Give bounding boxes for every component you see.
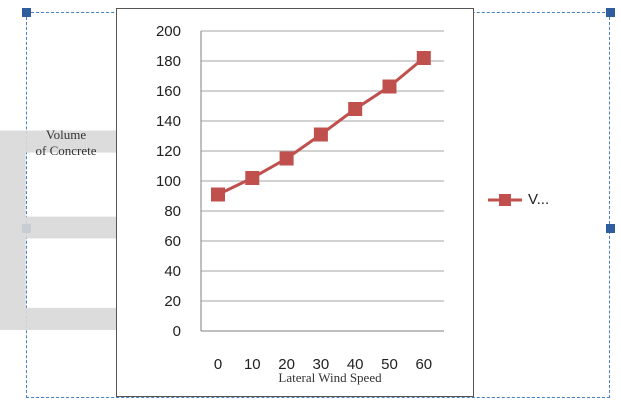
data-point-marker[interactable] xyxy=(245,171,260,185)
y-axis-label-line-2: of Concrete xyxy=(35,143,97,158)
x-tick-labels: 0 10 20 30 40 50 60 xyxy=(214,356,432,373)
x-tick-label: 40 xyxy=(347,356,364,373)
resize-handle-middle-right[interactable] xyxy=(606,224,615,233)
x-axis-label: Lateral Wind Speed xyxy=(278,370,382,385)
data-point-marker[interactable] xyxy=(313,127,328,142)
legend-label: V... xyxy=(528,191,550,208)
y-tick-label: 100 xyxy=(156,173,181,190)
data-point-marker[interactable] xyxy=(348,102,363,116)
resize-handle-top-right[interactable] xyxy=(606,8,615,17)
legend-marker-icon xyxy=(488,193,522,206)
x-tick-label: 0 xyxy=(214,356,222,373)
x-tick-label: 30 xyxy=(313,356,330,373)
y-tick-label: 60 xyxy=(164,233,181,250)
y-tick-label: 0 xyxy=(173,323,181,340)
legend[interactable]: V... xyxy=(486,191,549,208)
data-point-marker[interactable] xyxy=(211,187,225,202)
y-tick-label: 40 xyxy=(164,263,181,280)
resize-handle-top-left[interactable] xyxy=(22,8,31,17)
data-point-marker[interactable] xyxy=(382,79,397,94)
y-tick-labels: 0 20 40 60 80 100 120 140 160 180 200 xyxy=(156,23,181,340)
plot-area-frame[interactable] xyxy=(116,8,474,397)
resize-handle-middle-left[interactable] xyxy=(22,224,31,233)
y-tick-label: 20 xyxy=(164,293,181,310)
x-tick-label: 10 xyxy=(244,356,261,373)
y-axis-label-line-1: Volume xyxy=(45,127,87,142)
x-tick-label: 20 xyxy=(278,356,295,373)
y-tick-label: 180 xyxy=(156,53,181,70)
x-tick-label: 50 xyxy=(381,356,398,373)
y-tick-label: 80 xyxy=(164,203,181,220)
gridlines xyxy=(200,30,444,332)
data-point-marker[interactable] xyxy=(416,51,431,65)
y-tick-label: 160 xyxy=(156,83,181,100)
series-group xyxy=(211,51,431,202)
y-tick-label: 140 xyxy=(156,113,181,130)
data-point-marker[interactable] xyxy=(279,151,294,166)
y-axis-label: Volume of Concrete xyxy=(16,127,116,159)
y-tick-label: 120 xyxy=(156,143,181,160)
y-tick-label: 200 xyxy=(156,23,181,40)
x-tick-label: 60 xyxy=(415,356,432,373)
